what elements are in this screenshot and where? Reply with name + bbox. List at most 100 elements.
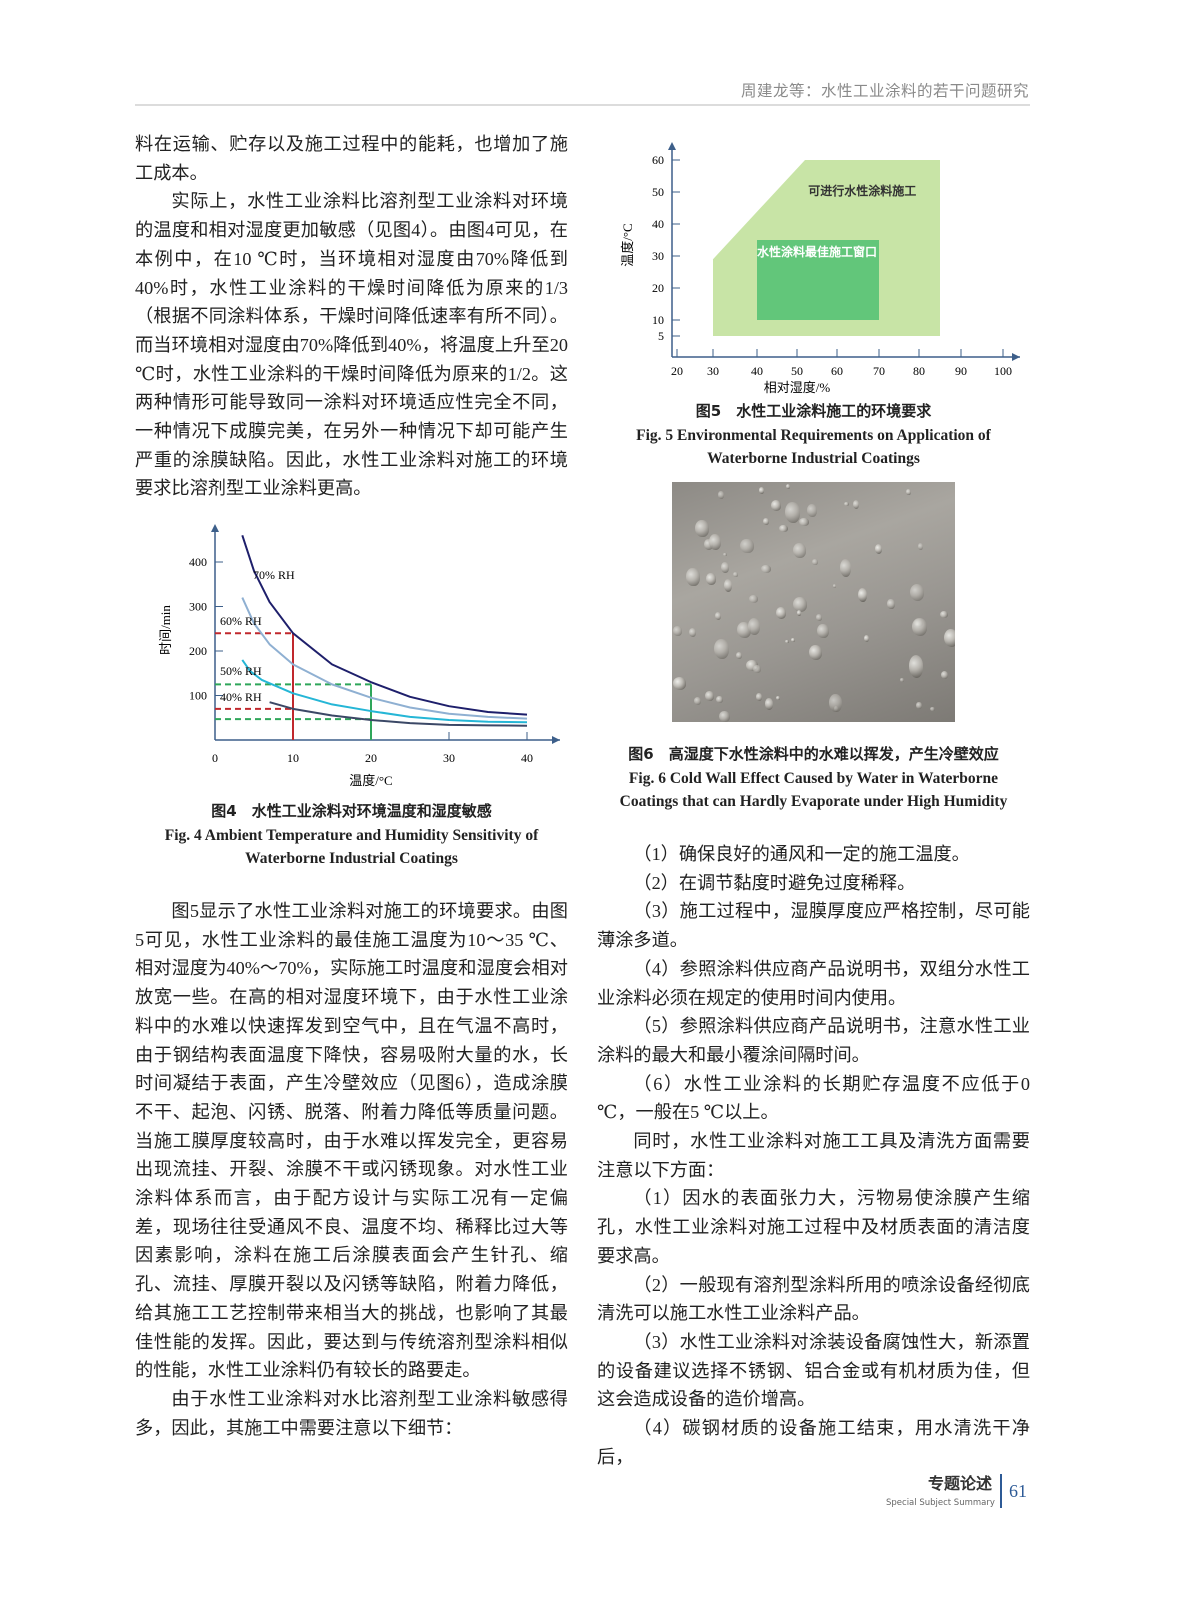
caption-en: Coatings that can Hardly Evaporate under… (619, 793, 1008, 810)
x-axis-label: 温度/°C (349, 773, 392, 788)
series-line (241, 659, 528, 724)
water-droplet (747, 617, 761, 635)
water-droplet (673, 625, 682, 637)
series-line (241, 597, 528, 720)
water-droplet (874, 543, 883, 555)
caption-cn: 图6 高湿度下水性涂料中的水难以挥发，产生冷壁效应 (628, 745, 999, 763)
water-droplet (723, 552, 728, 556)
water-droplet (785, 639, 790, 644)
caption-cn: 图4 水性工业涂料对环境温度和湿度敏感 (211, 802, 492, 820)
water-droplet (900, 677, 904, 682)
water-droplet (797, 610, 802, 616)
water-droplet (714, 639, 730, 659)
water-droplet (930, 707, 936, 712)
water-droplet (775, 607, 786, 619)
water-droplet (721, 561, 729, 574)
running-header: 周建龙等：水性工业涂料的若干问题研究 (740, 82, 1029, 100)
x-tick-label: 40 (751, 364, 763, 378)
water-droplet (706, 572, 716, 585)
water-droplet (908, 655, 924, 678)
left-column-top: 料在运输、贮存以及施工过程中的能耗，也增加了施工成本。 实际上，水性工业涂料比溶… (135, 130, 568, 503)
paragraph: 实际上，水性工业涂料比溶剂型工业涂料对环境的温度和相对湿度更加敏感（见图4）。由… (135, 191, 568, 499)
water-droplet (940, 670, 948, 679)
water-droplet (764, 697, 774, 710)
water-droplet (807, 503, 818, 517)
region-label: 可进行水性涂料施工 (808, 183, 916, 198)
x-axis-arrow (1012, 353, 1020, 361)
water-droplet (689, 628, 696, 637)
x-tick-label: 0 (212, 751, 218, 765)
water-droplet (790, 637, 795, 642)
figure-4-caption: 图4 水性工业涂料对环境温度和湿度敏感 Fig. 4 Ambient Tempe… (115, 800, 588, 871)
water-droplet (672, 677, 687, 690)
water-droplet (693, 696, 702, 705)
paragraph: （1）确保良好的通风和一定的施工温度。 (633, 844, 970, 864)
optimal-region (757, 240, 879, 320)
water-droplet (770, 499, 782, 511)
y-tick-label: 200 (189, 644, 207, 658)
footer-section-cn: 专题论述 (928, 1474, 993, 1493)
x-tick-label: 20 (365, 751, 377, 765)
water-droplet (761, 564, 771, 573)
paragraph: （1）因水的表面张力大，污物易使涂膜产生缩孔，水性工业涂料对施工过程中及材质表面… (597, 1188, 1030, 1266)
water-droplet (799, 518, 809, 527)
water-droplet (815, 614, 823, 621)
water-droplet (786, 483, 791, 490)
y-tick-label: 50 (652, 185, 664, 199)
water-droplet (778, 524, 789, 533)
footer-divider (1000, 1474, 1002, 1508)
header-rule (135, 104, 1030, 106)
water-droplet (735, 651, 743, 659)
water-droplet (724, 579, 733, 593)
water-droplet (792, 543, 806, 559)
series-label: 50% RH (220, 664, 262, 678)
water-droplet (740, 538, 754, 554)
water-droplet (718, 490, 725, 500)
figure-4-chart: 100 200 300 400 0 10 20 30 40 温度/°C 时间/min 70% RH 60… (158, 524, 560, 788)
page-number: 61 (1009, 1481, 1027, 1501)
water-droplets-photo (672, 482, 955, 722)
x-tick-label: 30 (707, 364, 719, 378)
water-droplet (715, 612, 722, 620)
y-tick-label: 10 (652, 313, 664, 327)
water-droplet (762, 517, 769, 525)
water-droplet (944, 629, 955, 647)
region-label: 水性涂料最佳施工窗口 (757, 244, 877, 259)
x-tick-label: 50 (791, 364, 803, 378)
footer-section-en: Special Subject Summary (886, 1498, 995, 1508)
paragraph: 同时，水性工业涂料对施工工具及清洗方面需要注意以下方面： (597, 1131, 1030, 1180)
y-tick-label: 100 (189, 689, 207, 703)
paragraph: （6）水性工业涂料的长期贮存温度不应低于0 ℃，一般在5 ℃以上。 (597, 1073, 1030, 1123)
x-tick-label: 60 (831, 364, 843, 378)
water-droplet (746, 659, 759, 671)
water-droplet (911, 618, 927, 636)
water-droplet (843, 502, 849, 506)
paragraph: （2）在调节黏度时避免过度稀释。 (633, 872, 916, 893)
caption-en: Fig. 5 Environmental Requirements on App… (636, 426, 991, 444)
x-tick-label: 40 (521, 751, 533, 765)
paragraph: 图5显示了水性工业涂料对施工的环境要求。由图5可见，水性工业涂料的最佳施工温度为… (135, 901, 568, 1381)
water-droplet (939, 610, 948, 618)
x-tick-label: 80 (913, 364, 925, 378)
water-droplet (695, 519, 710, 538)
water-droplet (808, 645, 823, 661)
water-droplet (748, 595, 758, 603)
series-line (269, 701, 528, 727)
paragraph: 料在运输、贮存以及施工过程中的能耗，也增加了施工成本。 (135, 134, 568, 183)
water-droplet (887, 598, 895, 610)
caption-en: Waterborne Industrial Coatings (707, 450, 920, 467)
paragraph: （4）碳钢材质的设备施工结束，用水清洗干净后， (597, 1418, 1030, 1467)
water-droplet (792, 597, 807, 613)
y-tick-label: 30 (652, 249, 664, 263)
water-droplet (918, 543, 923, 550)
caption-en: Fig. 6 Cold Wall Effect Caused by Water … (628, 769, 999, 787)
y-axis-arrow (668, 142, 676, 150)
water-droplet (828, 693, 842, 713)
water-droplet (833, 584, 837, 588)
series-label: 60% RH (220, 614, 262, 628)
x-tick-label: 70 (873, 364, 885, 378)
water-droplet (816, 623, 829, 639)
water-droplet (863, 635, 869, 642)
